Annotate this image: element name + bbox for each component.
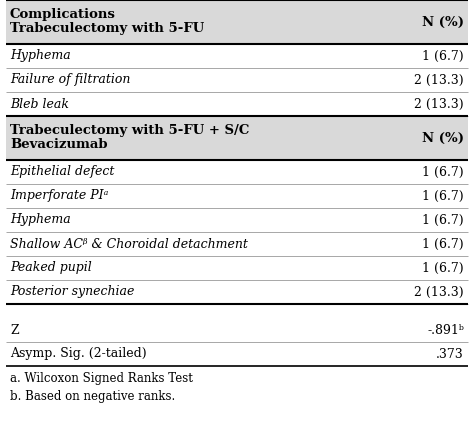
Text: Imperforate PIᵃ: Imperforate PIᵃ (10, 190, 109, 202)
Bar (6, 208, 468, 232)
Bar (6, 0, 468, 44)
Text: 1 (6.7): 1 (6.7) (422, 190, 464, 202)
Text: a. Wilcoxon Signed Ranks Test: a. Wilcoxon Signed Ranks Test (10, 372, 193, 385)
Text: Failure of filtration: Failure of filtration (10, 73, 130, 87)
Text: Bleb leak: Bleb leak (10, 98, 69, 110)
Text: Z: Z (10, 324, 18, 336)
Text: Trabeculectomy with 5-FU + S/C: Trabeculectomy with 5-FU + S/C (10, 124, 249, 137)
Text: 1 (6.7): 1 (6.7) (422, 213, 464, 226)
Text: Peaked pupil: Peaked pupil (10, 262, 92, 274)
Bar (6, 232, 468, 256)
Text: 1 (6.7): 1 (6.7) (422, 237, 464, 251)
Text: Epithelial defect: Epithelial defect (10, 165, 114, 179)
Bar (6, 318, 468, 342)
Text: 2 (13.3): 2 (13.3) (414, 73, 464, 87)
Text: N (%): N (%) (422, 132, 464, 145)
Bar (6, 342, 468, 366)
Bar (6, 160, 468, 184)
Text: Shallow ACᵝ & Choroidal detachment: Shallow ACᵝ & Choroidal detachment (10, 237, 248, 251)
Text: Asymp. Sig. (2-tailed): Asymp. Sig. (2-tailed) (10, 347, 146, 361)
Text: 1 (6.7): 1 (6.7) (422, 165, 464, 179)
Text: Posterior synechiae: Posterior synechiae (10, 286, 134, 298)
Bar (6, 68, 468, 92)
Text: .373: .373 (436, 347, 464, 361)
Text: -.891ᵇ: -.891ᵇ (427, 324, 464, 336)
Bar (6, 256, 468, 280)
Text: Complications: Complications (10, 8, 116, 21)
Bar (6, 184, 468, 208)
Text: 1 (6.7): 1 (6.7) (422, 50, 464, 62)
Text: 2 (13.3): 2 (13.3) (414, 286, 464, 298)
Bar (6, 116, 468, 160)
Bar (6, 280, 468, 304)
Bar (6, 44, 468, 68)
Bar (6, 92, 468, 116)
Text: N (%): N (%) (422, 15, 464, 28)
Text: Hyphema: Hyphema (10, 50, 71, 62)
Text: 1 (6.7): 1 (6.7) (422, 262, 464, 274)
Text: Bevacizumab: Bevacizumab (10, 138, 108, 151)
Text: Trabeculectomy with 5-FU: Trabeculectomy with 5-FU (10, 22, 204, 35)
Text: 2 (13.3): 2 (13.3) (414, 98, 464, 110)
Text: b. Based on negative ranks.: b. Based on negative ranks. (10, 390, 175, 403)
Text: Hyphema: Hyphema (10, 213, 71, 226)
